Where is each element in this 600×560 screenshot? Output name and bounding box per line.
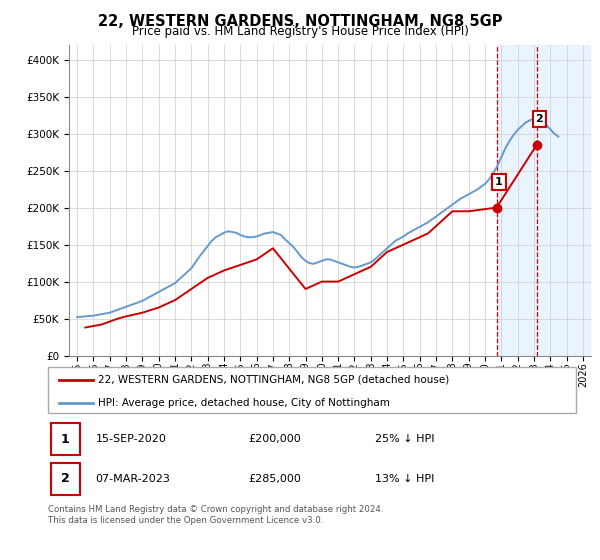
Text: £200,000: £200,000	[248, 434, 301, 444]
Text: 2: 2	[61, 472, 70, 486]
Text: HPI: Average price, detached house, City of Nottingham: HPI: Average price, detached house, City…	[98, 398, 390, 408]
Text: 13% ↓ HPI: 13% ↓ HPI	[376, 474, 435, 484]
Text: 15-SEP-2020: 15-SEP-2020	[95, 434, 166, 444]
Text: 25% ↓ HPI: 25% ↓ HPI	[376, 434, 435, 444]
Text: 22, WESTERN GARDENS, NOTTINGHAM, NG8 5GP: 22, WESTERN GARDENS, NOTTINGHAM, NG8 5GP	[98, 14, 502, 29]
Text: 1: 1	[61, 432, 70, 446]
Text: 1: 1	[495, 177, 503, 187]
Text: 07-MAR-2023: 07-MAR-2023	[95, 474, 170, 484]
Text: £285,000: £285,000	[248, 474, 302, 484]
Bar	[497, 45, 591, 356]
Bar	[50, 423, 80, 455]
Text: Contains HM Land Registry data © Crown copyright and database right 2024.
This d: Contains HM Land Registry data © Crown c…	[48, 505, 383, 525]
Text: 22, WESTERN GARDENS, NOTTINGHAM, NG8 5GP (detached house): 22, WESTERN GARDENS, NOTTINGHAM, NG8 5GP…	[98, 375, 449, 385]
Bar	[50, 463, 80, 494]
Text: Price paid vs. HM Land Registry's House Price Index (HPI): Price paid vs. HM Land Registry's House …	[131, 25, 469, 38]
Text: 2: 2	[535, 114, 543, 124]
